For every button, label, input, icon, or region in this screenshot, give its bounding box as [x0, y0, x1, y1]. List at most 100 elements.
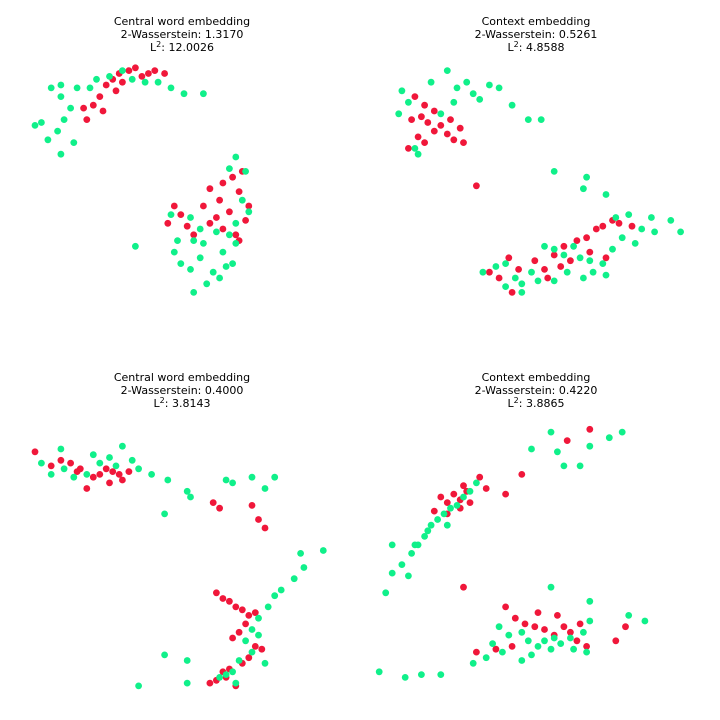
red-point	[226, 208, 233, 216]
green-point	[421, 533, 428, 540]
red-point	[466, 499, 474, 506]
red-point	[226, 597, 233, 605]
green-point	[440, 510, 448, 518]
green-point	[434, 516, 441, 523]
red-point	[460, 139, 467, 147]
green-point	[580, 274, 587, 282]
red-point	[232, 603, 240, 611]
red-point	[502, 490, 509, 498]
green-point	[609, 245, 616, 253]
green-point	[70, 473, 78, 481]
red-point	[177, 211, 185, 219]
red-point	[511, 614, 519, 622]
green-point	[261, 659, 269, 667]
green-point	[547, 428, 555, 436]
green-point	[238, 196, 246, 204]
red-point	[622, 623, 629, 631]
panel-title: Context embedding	[482, 15, 591, 28]
green-point	[518, 280, 526, 288]
red-point	[255, 516, 262, 523]
green-point	[183, 679, 191, 687]
green-point	[216, 274, 224, 282]
green-point	[290, 575, 298, 583]
panel-central-word-embedding-1: Central word embedding 2-Wasserstein: 1.…	[31, 15, 253, 296]
green-point	[437, 671, 445, 678]
panel-context-embedding-1: Context embedding 2-Wasserstein: 0.5261 …	[395, 15, 684, 296]
green-point	[489, 640, 496, 647]
green-point	[534, 277, 542, 285]
green-point	[57, 150, 65, 158]
green-point	[264, 603, 272, 611]
green-point	[187, 266, 194, 273]
green-point	[586, 257, 594, 265]
green-point	[255, 614, 262, 622]
green-point	[534, 643, 542, 650]
red-point	[235, 188, 243, 196]
green-point	[492, 263, 500, 270]
green-point	[83, 471, 91, 478]
green-point	[375, 668, 383, 676]
green-point	[119, 442, 126, 450]
red-point	[164, 219, 172, 227]
red-point	[531, 623, 539, 631]
green-point	[209, 268, 217, 276]
red-point	[232, 231, 240, 239]
green-point	[47, 471, 55, 478]
green-point	[128, 75, 136, 83]
red-point	[473, 648, 480, 656]
green-point	[200, 240, 207, 247]
green-point	[677, 228, 684, 236]
red-point	[102, 465, 110, 473]
red-point	[57, 456, 65, 464]
green-point	[216, 674, 224, 681]
green-point	[128, 456, 136, 464]
green-point	[222, 671, 230, 678]
green-point	[550, 277, 558, 285]
green-point	[148, 471, 156, 478]
red-point	[628, 222, 636, 230]
green-point	[476, 96, 484, 103]
green-point	[388, 541, 396, 549]
green-point	[167, 211, 175, 219]
red-point	[450, 136, 458, 144]
green-point	[580, 185, 587, 193]
green-point	[576, 254, 584, 262]
red-point	[89, 473, 97, 481]
green-point	[398, 87, 406, 95]
red-point	[251, 609, 259, 616]
red-point	[99, 107, 107, 115]
green-point	[141, 78, 149, 86]
red-point	[83, 116, 91, 123]
green-point	[57, 93, 65, 100]
green-point	[177, 260, 185, 267]
red-point	[592, 225, 600, 233]
green-point	[398, 561, 406, 568]
green-point	[473, 479, 480, 487]
red-point	[430, 507, 438, 515]
red-point	[599, 222, 607, 230]
green-point	[196, 254, 204, 262]
red-point	[106, 479, 113, 487]
green-point	[245, 208, 253, 216]
green-point	[414, 150, 422, 158]
red-point	[447, 116, 454, 123]
panel-l2-norm: L2: 3.8865	[508, 396, 565, 410]
red-point	[515, 266, 522, 273]
panel-wasserstein: 2-Wasserstein: 1.3170	[121, 28, 244, 41]
green-point	[641, 617, 649, 625]
green-point	[518, 289, 526, 296]
green-point	[443, 521, 451, 529]
green-point	[618, 234, 626, 242]
green-point	[180, 90, 188, 98]
red-point	[421, 139, 428, 147]
green-point	[187, 493, 194, 501]
green-point	[463, 78, 471, 86]
red-point	[258, 645, 266, 653]
green-point	[70, 139, 78, 147]
panel-wasserstein: 2-Wasserstein: 0.4220	[475, 384, 598, 397]
red-point	[206, 185, 214, 193]
red-point	[560, 242, 568, 250]
green-point	[550, 634, 558, 642]
red-point	[612, 637, 620, 645]
green-point	[612, 214, 620, 221]
